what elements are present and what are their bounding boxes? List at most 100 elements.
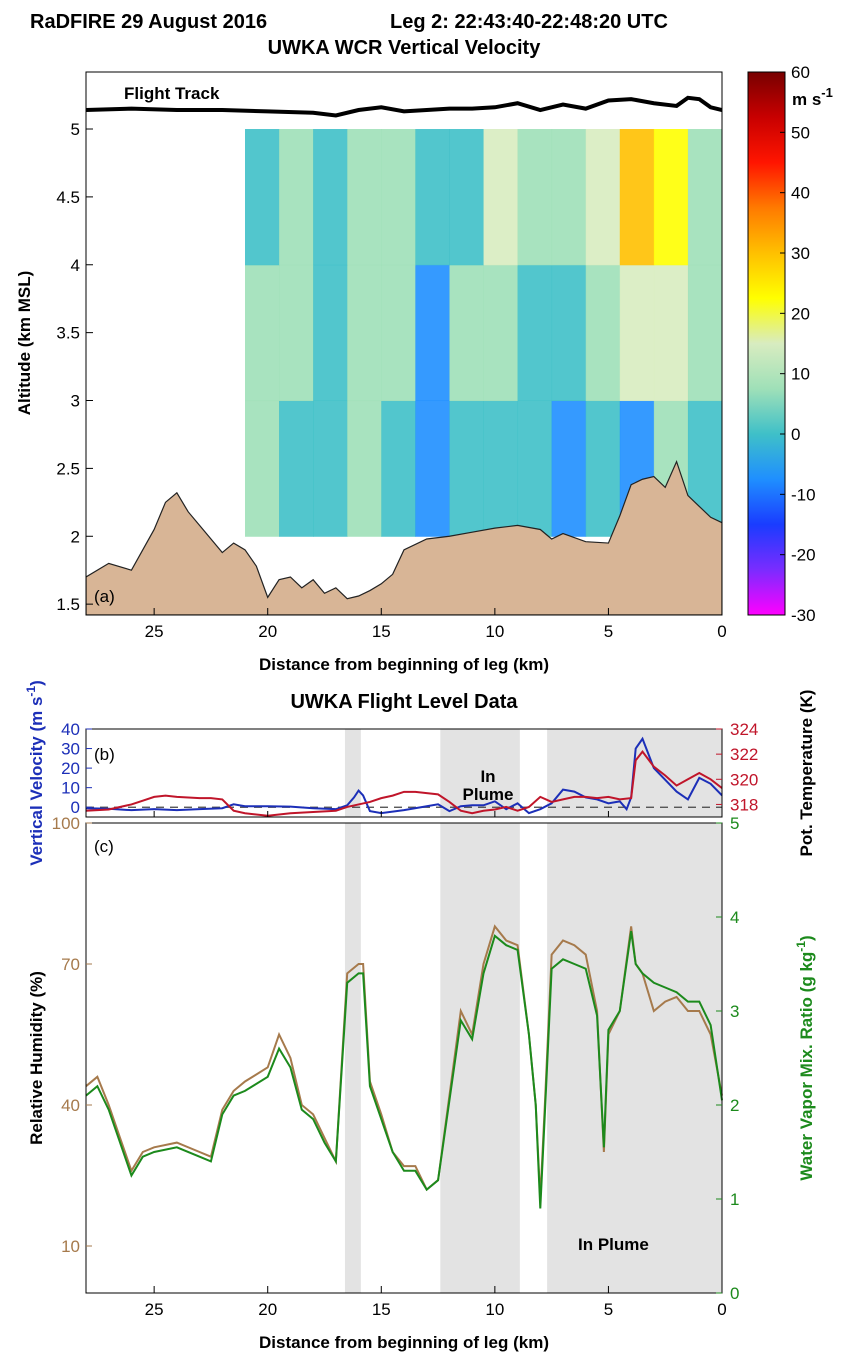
wcr-cell	[449, 264, 484, 402]
y-tick-label: 5	[71, 120, 80, 139]
panel-c-axes: 25 20 15 10 5 0 10 40 70 100 0 1 2 3 4 5	[52, 814, 740, 1319]
y2-tick-label: 324	[730, 720, 758, 739]
wcr-cell	[653, 264, 689, 402]
wcr-cell	[551, 264, 587, 402]
panel-b-label: (b)	[94, 745, 115, 764]
y-tick-label: 4.5	[56, 188, 80, 207]
panel-b-lines	[86, 736, 722, 817]
x-tick-label: 15	[372, 1300, 391, 1319]
wcr-cell	[313, 264, 348, 402]
panel-c-plot: 25 20 15 10 5 0 10 40 70 100 0 1 2 3 4 5 (c) In Plume D…	[27, 814, 816, 1352]
y-tick-label: 20	[61, 759, 80, 778]
panel-c-xlabel: Distance from beginning of leg (km)	[259, 1333, 549, 1352]
y2-tick-label: 318	[730, 795, 758, 814]
panel-c-lines	[85, 924, 723, 1209]
flight-track-line	[86, 95, 722, 118]
wcr-cell	[585, 129, 621, 266]
panel-b-title: UWKA Flight Level Data	[290, 691, 518, 713]
y2-tick-label: 0	[730, 1284, 739, 1303]
wcr-cell	[687, 264, 722, 402]
y2-tick-label: 2	[730, 1096, 739, 1115]
panel-a-ylabel: Altitude (km MSL)	[15, 271, 34, 416]
wcr-cell	[279, 400, 314, 537]
x-tick-label: 0	[717, 1300, 726, 1319]
panel-b-y2label: Pot. Temperature (K)	[797, 690, 816, 857]
panel-a-label: (a)	[94, 587, 115, 606]
flight-track-label: Flight Track	[124, 84, 220, 103]
y-tick-label: 30	[61, 740, 80, 759]
panel-a-xlabel: Distance from beginning of leg (km)	[259, 655, 549, 674]
y2-tick-label: 322	[730, 745, 758, 764]
plume-annotation-line1: In	[480, 767, 495, 786]
colorbar-tick-label: -20	[791, 546, 816, 565]
colorbar-tick-label: 60	[791, 63, 810, 82]
panel-c-label: (c)	[94, 837, 114, 856]
panel-c-shading	[344, 823, 722, 1293]
wcr-cell	[347, 129, 382, 266]
wcr-cell	[517, 129, 553, 266]
y-tick-label: 3.5	[56, 324, 80, 343]
wcr-cell	[585, 264, 621, 402]
wcr-cell	[619, 264, 655, 402]
x-tick-label: 20	[258, 1300, 277, 1319]
wcr-cell	[449, 129, 484, 266]
wcr-cell	[483, 400, 519, 537]
x-tick-label: 15	[372, 622, 391, 641]
wcr-cell	[313, 129, 348, 266]
colorbar-tick-label: 10	[791, 365, 810, 384]
y-tick-label: 4	[71, 256, 80, 275]
wcr-cell	[279, 129, 314, 266]
wcr-cell	[653, 129, 689, 266]
panel-a-plot: 25 20 15 10 5 01.522.533.544.55 Flight Track …	[15, 71, 727, 674]
y-tick-label: 40	[61, 1096, 80, 1115]
wcr-cell	[381, 264, 416, 402]
colorbar-tick-label: 40	[791, 184, 810, 203]
y-tick-label: 0	[71, 798, 80, 817]
wcr-cell	[381, 129, 416, 266]
panel-a-frame	[85, 71, 723, 616]
wcr-cell	[585, 400, 621, 537]
series-line	[86, 749, 722, 817]
wcr-cell	[415, 400, 450, 537]
plume-shading	[547, 823, 722, 1293]
wcr-cell	[687, 129, 722, 266]
plume-shading	[344, 823, 361, 1293]
figure-header-left: RaDFIRE 29 August 2016	[30, 11, 267, 33]
y-tick-label: 2	[71, 527, 80, 546]
y2-tick-label: 3	[730, 1002, 739, 1021]
wcr-cell	[551, 129, 587, 266]
wcr-cell	[381, 400, 416, 537]
y-tick-label: 70	[61, 955, 80, 974]
colorbar: 60 50 40 30 20 10 0 -10 -20 -30 m s-1	[747, 63, 833, 625]
terrain-profile	[86, 459, 722, 615]
x-tick-label: 5	[604, 1300, 613, 1319]
colorbar-tick-label: 50	[791, 123, 810, 142]
panel-c-frame	[85, 822, 723, 1294]
wcr-cell	[245, 264, 280, 402]
wcr-cell	[245, 400, 280, 537]
plume-annotation-line2: Plume	[462, 785, 513, 804]
y-tick-label: 1.5	[56, 595, 80, 614]
x-tick-label: 10	[485, 622, 504, 641]
y2-tick-label: 4	[730, 908, 739, 927]
y2-tick-label: 1	[730, 1190, 739, 1209]
y2-tick-label: 320	[730, 770, 758, 789]
panel-c-ylabel: Relative Humidity (%)	[27, 971, 46, 1145]
x-tick-label: 25	[145, 1300, 164, 1319]
wcr-cell	[449, 400, 484, 537]
wcr-cell	[517, 264, 553, 402]
colorbar-tick-label: -10	[791, 485, 816, 504]
x-tick-label: 25	[145, 622, 164, 641]
x-tick-label: 20	[258, 622, 277, 641]
y-tick-label: 10	[61, 1237, 80, 1256]
y-tick-label: 3	[71, 392, 80, 411]
wcr-cell	[347, 400, 382, 537]
panel-b-frame	[85, 728, 723, 818]
wcr-cell	[415, 264, 450, 402]
in-plume-annotation: In Plume	[578, 1235, 649, 1254]
wcr-velocity-field	[245, 129, 722, 537]
x-tick-label: 10	[485, 1300, 504, 1319]
wcr-cell	[551, 400, 587, 537]
